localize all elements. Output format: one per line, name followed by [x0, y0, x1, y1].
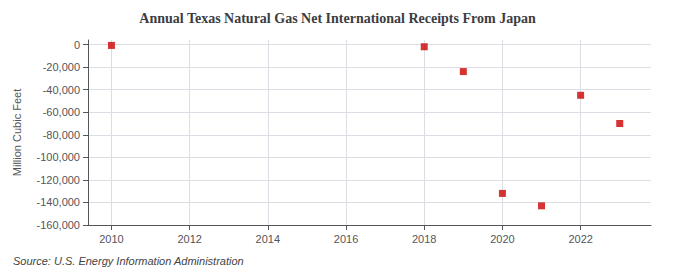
svg-text:Source: U.S. Energy Informatio: Source: U.S. Energy Information Administ… [13, 255, 244, 267]
svg-text:2016: 2016 [334, 233, 358, 245]
svg-text:-20,000: -20,000 [43, 61, 80, 73]
svg-text:-60,000: -60,000 [43, 106, 80, 118]
svg-text:-120,000: -120,000 [37, 174, 80, 186]
svg-text:Million Cubic Feet: Million Cubic Feet [11, 89, 23, 176]
svg-text:0: 0 [74, 39, 80, 51]
svg-text:-160,000: -160,000 [37, 219, 80, 231]
svg-text:2018: 2018 [412, 233, 436, 245]
svg-text:2022: 2022 [568, 233, 592, 245]
svg-text:2012: 2012 [177, 233, 201, 245]
svg-text:-140,000: -140,000 [37, 196, 80, 208]
svg-text:-80,000: -80,000 [43, 129, 80, 141]
svg-text:2014: 2014 [256, 233, 280, 245]
svg-text:2020: 2020 [490, 233, 514, 245]
svg-text:2010: 2010 [99, 233, 123, 245]
svg-text:Annual Texas Natural Gas Net I: Annual Texas Natural Gas Net Internation… [139, 11, 536, 26]
svg-text:-100,000: -100,000 [37, 151, 80, 163]
svg-text:-40,000: -40,000 [43, 84, 80, 96]
